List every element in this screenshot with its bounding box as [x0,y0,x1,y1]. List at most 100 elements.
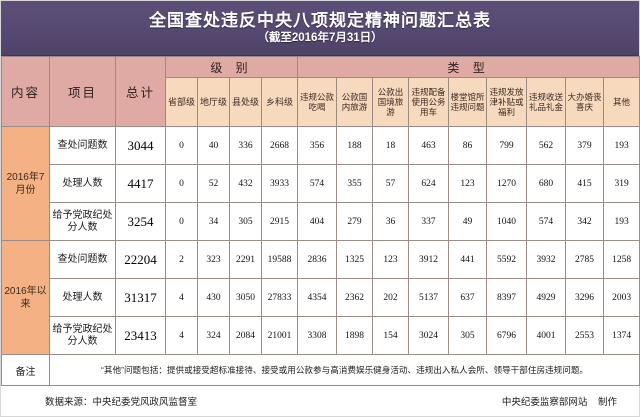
cell-value: 18 [372,126,410,165]
cell-value: 21001 [260,316,299,355]
row-total: 3044 [115,126,166,165]
cell-value: 57 [372,164,410,203]
cell-value: 336 [229,126,262,165]
cell-value: 1040 [486,202,528,241]
cell-value: 202 [372,278,410,317]
cell-value: 2003 [603,278,640,317]
table-row: 2016年以来 查处问题数 22204 2 323 2291 19588 283… [1,240,640,355]
row-total: 31317 [115,278,166,317]
cell-value: 1258 [603,240,640,279]
header-col-type-3: 违规配备使用公务用车 [408,77,450,127]
cell-value: 4354 [297,278,338,317]
header-col-type-1: 公款国内旅游 [336,77,374,127]
footer-source: 数据来源：中央纪委党风政风监督室 [45,397,198,408]
cell-value: 463 [408,126,450,165]
cell-value: 49 [448,202,488,241]
cell-value: 337 [408,202,450,241]
section-label-0: 2016年7月份 [1,126,50,241]
cell-value: 123 [448,164,488,203]
cell-value: 0 [165,164,198,203]
cell-value: 40 [197,126,230,165]
cell-value: 342 [565,202,605,241]
cell-value: 1325 [336,240,374,279]
header-col-type-4: 楼堂馆所违规问题 [448,77,488,127]
header-col-level-0: 省部级 [165,77,198,127]
note-label: 备注 [1,354,50,386]
row-total: 23413 [115,316,166,355]
cell-value: 1270 [486,164,528,203]
table-row: 给予党政纪处分人数 23413 4 324 2084 21001 3308 18… [2,316,640,355]
cell-value: 0 [165,202,198,241]
cell-value: 2084 [229,316,262,355]
cell-value: 2553 [565,316,605,355]
cell-value: 27833 [260,278,299,317]
row-item-label: 处理人数 [49,164,116,203]
page-title: 全国查处违反中央八项规定精神问题汇总表 [149,11,491,30]
row-total: 22204 [115,240,166,279]
table-row: 处理人数 4417 0 52 432 3933 574 355 57 624 1… [2,164,640,203]
row-total: 3254 [115,202,166,241]
cell-value: 1898 [336,316,374,355]
header-group-level: 级 别 [164,56,299,78]
cell-value: 4 [165,278,198,317]
cell-value: 52 [197,164,230,203]
header-item: 项目 [49,56,116,127]
page-subtitle: （截至2016年7月31日） [257,32,383,44]
cell-value: 3912 [408,240,450,279]
cell-value: 2291 [229,240,262,279]
cell-value: 574 [526,202,567,241]
row-item-label: 查处问题数 [49,240,116,279]
cell-value: 3296 [565,278,605,317]
note-text: “其他”问题包括：提供或接受超标准接待、接受或用公款参与高消费娱乐健身活动、违规… [48,354,640,386]
cell-value: 279 [336,202,374,241]
cell-value: 3024 [408,316,450,355]
cell-value: 193 [603,202,640,241]
cell-value: 2 [165,240,198,279]
header-row-columns: 省部级 地厅级 县处级 乡科级 违规公款吃喝 公款国内旅游 公款出国境旅游 违规… [2,77,640,127]
row-item-label: 查处问题数 [49,126,116,165]
table-row: 2016年7月份 查处问题数 3044 0 40 336 2668 356 18… [1,126,640,241]
cell-value: 3308 [297,316,338,355]
cell-value: 6796 [486,316,528,355]
cell-value: 305 [448,316,488,355]
cell-value: 4929 [526,278,567,317]
header-col-level-1: 地厅级 [197,77,230,127]
cell-value: 324 [197,316,230,355]
cell-value: 3933 [260,164,299,203]
cell-value: 154 [372,316,410,355]
cell-value: 4001 [526,316,567,355]
cell-value: 562 [526,126,567,165]
cell-value: 36 [372,202,410,241]
cell-value: 3050 [229,278,262,317]
header-total: 总计 [115,56,166,127]
cell-value: 86 [448,126,488,165]
row-item-label: 给予党政纪处分人数 [49,202,116,241]
table-row: 处理人数 31317 4 430 3050 27833 4354 2362 20… [2,278,640,317]
table-note-row: 备注 “其他”问题包括：提供或接受超标准接待、接受或用公款参与高消费娱乐健身活动… [1,354,640,386]
header-row-groups: 内容 项目 总计 级 别 类 型 [1,56,640,127]
header-col-type-2: 公款出国境旅游 [372,77,410,127]
cell-value: 319 [603,164,640,203]
cell-value: 356 [297,126,338,165]
table-header: 内容 项目 总计 级 别 类 型 省部级 地厅级 县处级 乡科级 违规公款吃喝 … [1,56,640,127]
header-content: 内容 [1,56,50,127]
header-col-type-5: 违规发放津补贴或福利 [486,77,528,127]
cell-value: 799 [486,126,528,165]
footer-producer: 中央纪委监察部网站 制作 [494,394,617,408]
cell-value: 0 [165,126,198,165]
cell-value: 5137 [408,278,450,317]
cell-value: 123 [372,240,410,279]
cell-value: 3932 [526,240,567,279]
cell-value: 2785 [565,240,605,279]
cell-value: 4 [165,316,198,355]
cell-value: 379 [565,126,605,165]
cell-value: 430 [197,278,230,317]
row-total: 4417 [115,164,166,203]
cell-value: 193 [603,126,640,165]
cell-value: 624 [408,164,450,203]
row-item-label: 处理人数 [49,278,116,317]
cell-value: 432 [229,164,262,203]
cell-value: 2362 [336,278,374,317]
footer-producer-name: 中央纪委监察部网站 [501,397,588,408]
section-label-1: 2016年以来 [1,240,50,355]
